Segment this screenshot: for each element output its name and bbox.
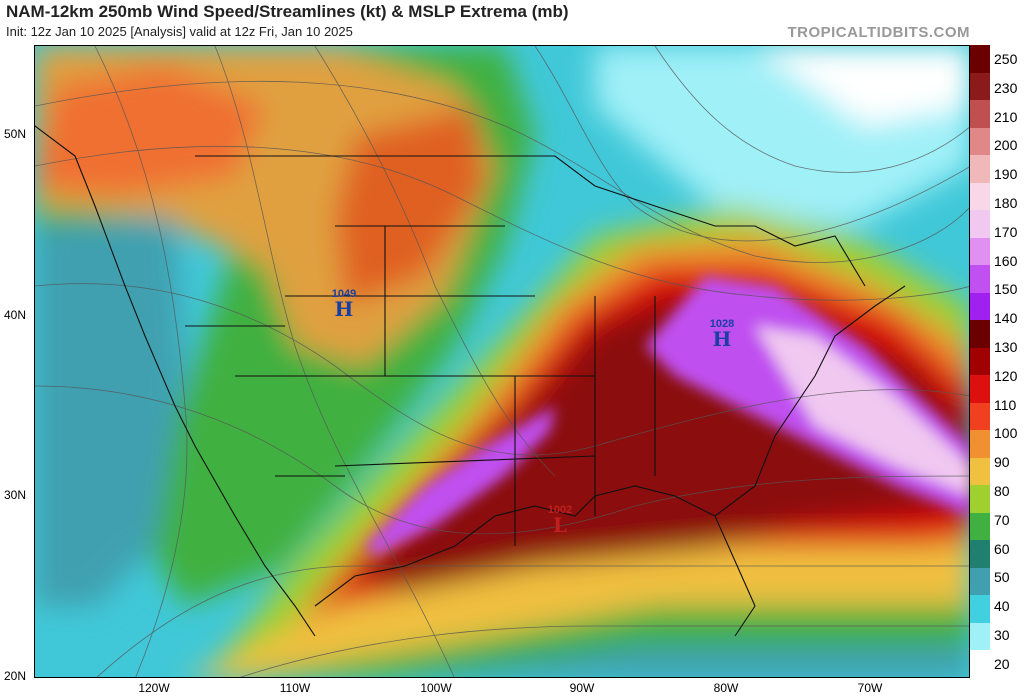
colorbar-label: 140 xyxy=(994,310,1018,327)
colorbar-swatch xyxy=(970,430,990,458)
colorbar-swatch xyxy=(970,567,990,596)
colorbar-swatch xyxy=(970,375,990,403)
colorbar-swatch xyxy=(970,650,990,678)
pressure-value: 1049 xyxy=(331,288,357,300)
colorbar-label: 160 xyxy=(994,252,1018,269)
high-pressure-center-west: 1049 H xyxy=(320,288,368,321)
lon-label-90w: 90W xyxy=(569,681,595,695)
colorbar-label: 80 xyxy=(994,483,1010,499)
lat-label-40n: 40N xyxy=(4,308,27,322)
colorbar-swatch xyxy=(970,265,990,293)
colorbar-label: 100 xyxy=(994,425,1018,442)
pressure-value: 1002 xyxy=(547,504,573,516)
colorbar-label: 200 xyxy=(994,137,1018,154)
colorbar-label: 30 xyxy=(994,627,1010,643)
colorbar-label: 180 xyxy=(994,195,1018,211)
pressure-value: 1028 xyxy=(709,318,735,330)
colorbar-label: 60 xyxy=(994,540,1010,557)
colorbar-swatch xyxy=(970,622,990,651)
colorbar-label: 110 xyxy=(994,396,1017,413)
colorbar-label: 130 xyxy=(994,339,1018,355)
init-valid-time: Init: 12z Jan 10 2025 [Analysis] valid a… xyxy=(6,24,353,39)
colorbar-label: 120 xyxy=(994,367,1018,384)
colorbar-swatch xyxy=(970,457,990,486)
colorbar-swatch xyxy=(970,595,990,623)
wind-speed-colorbar xyxy=(970,45,990,678)
colorbar-swatch xyxy=(970,320,990,348)
colorbar-label: 190 xyxy=(994,166,1018,183)
lon-label-100w: 100W xyxy=(420,681,452,695)
low-pressure-center: 1002 L xyxy=(536,504,584,537)
colorbar-swatch xyxy=(970,512,990,541)
colorbar-label: 40 xyxy=(994,598,1010,615)
colorbar-swatch xyxy=(970,540,990,568)
colorbar-swatch xyxy=(970,155,990,183)
high-symbol: H xyxy=(334,297,354,321)
low-symbol: L xyxy=(552,513,568,537)
colorbar-label: 50 xyxy=(994,569,1010,586)
source-watermark: TROPICALTIDBITS.COM xyxy=(787,24,970,41)
lat-label-50n: 50N xyxy=(4,127,27,141)
colorbar-label: 250 xyxy=(994,51,1018,67)
colorbar-label: 150 xyxy=(994,281,1018,298)
colorbar-swatch xyxy=(970,347,990,376)
colorbar-swatch xyxy=(970,485,990,513)
lat-label-30n: 30N xyxy=(4,488,27,502)
lat-label-20n: 20N xyxy=(4,669,27,683)
colorbar-label: 230 xyxy=(994,79,1018,96)
colorbar-swatch xyxy=(970,237,990,266)
colorbar-label: 20 xyxy=(994,655,1010,672)
colorbar-swatch xyxy=(970,402,990,431)
colorbar-swatch xyxy=(970,45,990,73)
lon-label-110w: 110W xyxy=(279,681,311,695)
colorbar-label: 70 xyxy=(994,511,1010,528)
high-pressure-center-east: 1028 H xyxy=(698,318,746,351)
colorbar-label: 90 xyxy=(994,454,1010,471)
colorbar-label: 170 xyxy=(994,223,1018,240)
colorbar-label: 210 xyxy=(994,108,1018,125)
high-symbol: H xyxy=(712,327,732,351)
colorbar-swatch xyxy=(970,210,990,238)
colorbar-swatch xyxy=(970,100,990,128)
colorbar-swatch xyxy=(970,182,990,211)
colorbar-swatch xyxy=(970,292,990,321)
colorbar-swatch xyxy=(970,127,990,156)
chart-title: NAM-12km 250mb Wind Speed/Streamlines (k… xyxy=(6,2,569,21)
colorbar-swatch xyxy=(970,72,990,101)
lon-label-70w: 70W xyxy=(857,681,883,695)
lon-label-80w: 80W xyxy=(713,681,739,695)
wind-speed-map xyxy=(34,45,970,678)
lon-label-120w: 120W xyxy=(138,681,170,695)
